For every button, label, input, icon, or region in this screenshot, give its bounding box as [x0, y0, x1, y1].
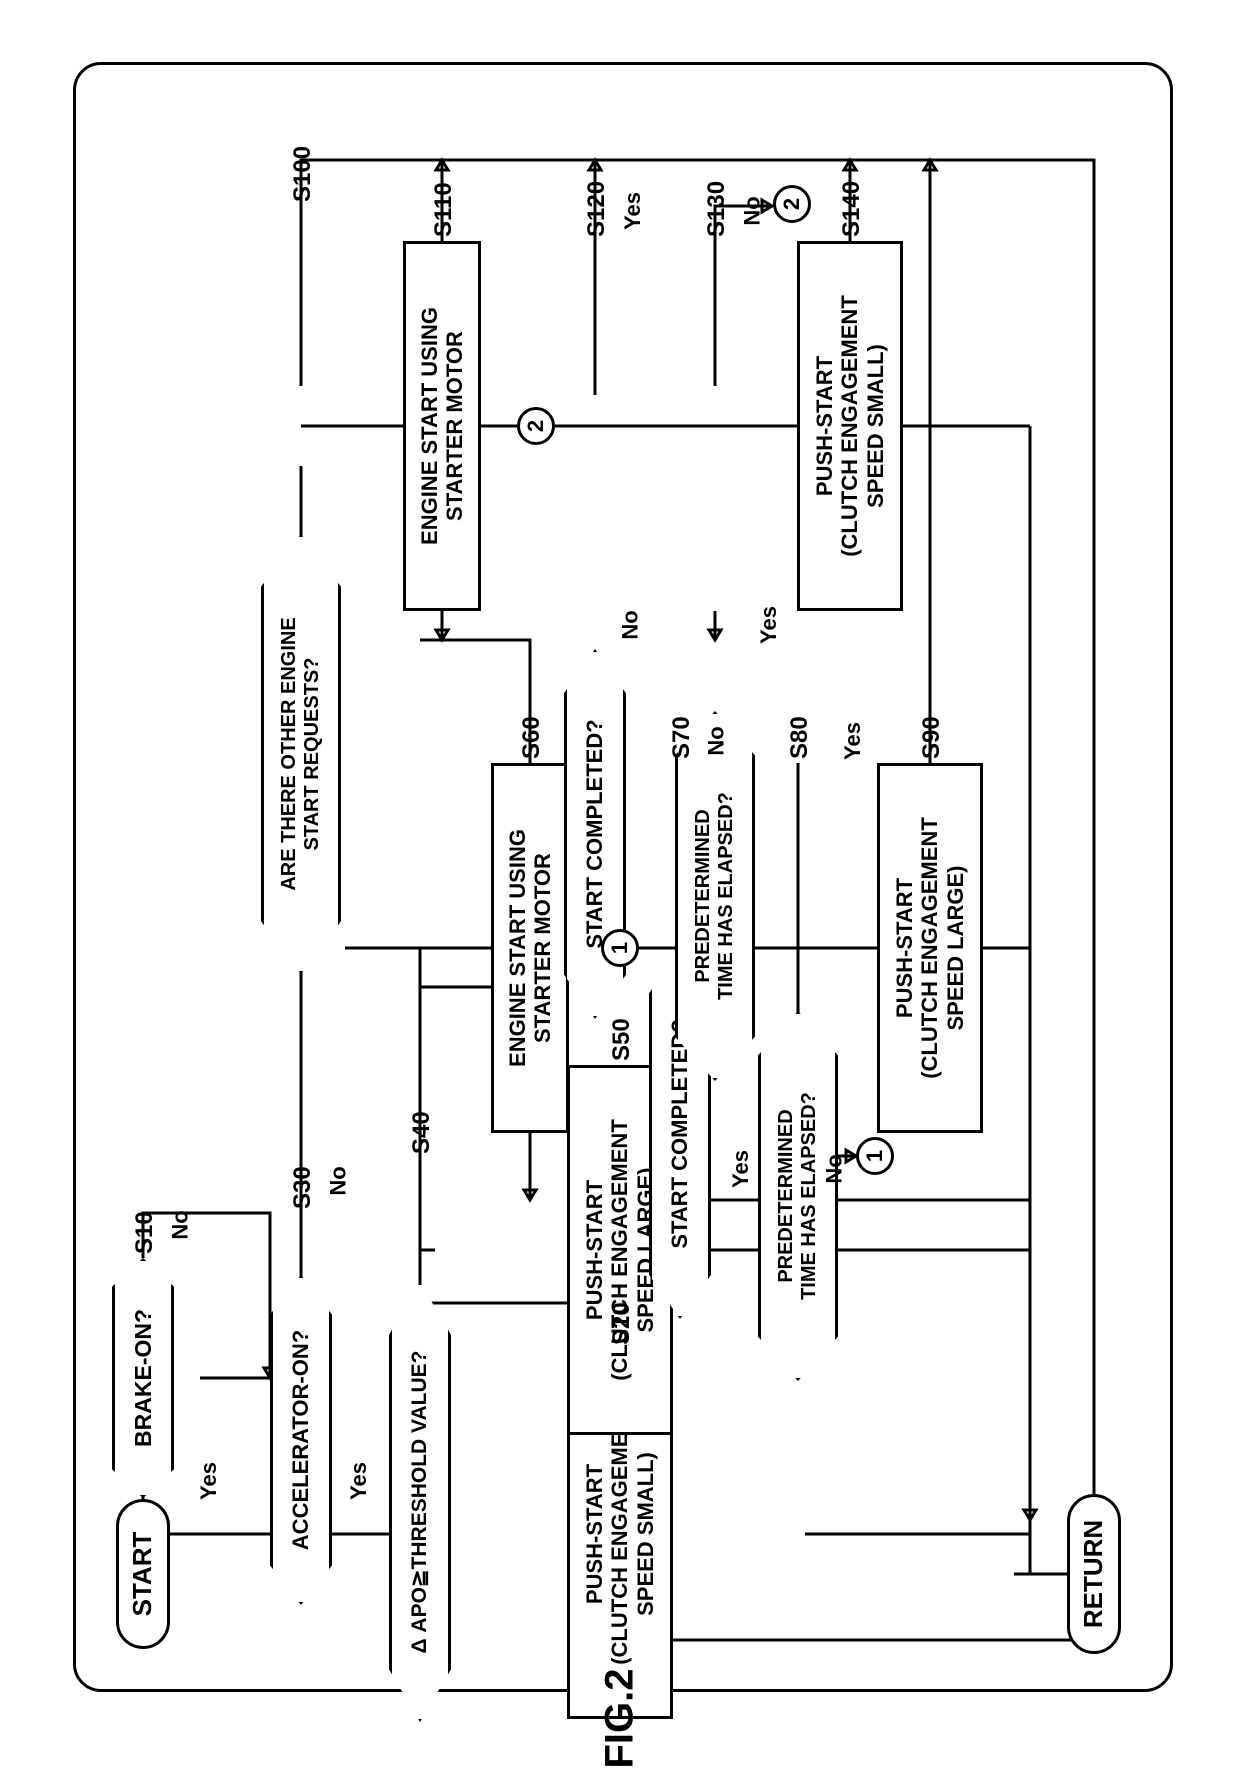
node-start: START [116, 1499, 170, 1649]
step-label-s30: S30 [289, 1166, 317, 1209]
branch-label-s70_no: No [704, 726, 730, 755]
step-label-s50: S50 [608, 1018, 636, 1061]
step-label-s120: S120 [583, 181, 611, 237]
step-label-s20: S20 [608, 1302, 636, 1345]
node-s100: ARE THERE OTHER ENGINESTART REQUESTS? [261, 534, 341, 974]
node-c1_in: 1 [601, 929, 639, 967]
step-label-s100: S100 [289, 146, 317, 202]
node-s40: Δ APO≧THRESHOLD VALUE? [389, 1282, 451, 1722]
node-s140: PUSH-START(CLUTCH ENGAGEMENTSPEED SMALL) [797, 241, 903, 611]
step-label-s90: S90 [918, 716, 946, 759]
branch-label-s70_yes: Yes [728, 1150, 754, 1188]
step-label-s60: S60 [518, 716, 546, 759]
step-label-s130: S130 [703, 181, 731, 237]
step-label-s80: S80 [786, 716, 814, 759]
branch-label-s120_yes: Yes [620, 192, 646, 230]
branch-label-s10_yes: Yes [196, 1462, 222, 1500]
node-c2_out: 2 [773, 185, 811, 223]
step-label-s10: S10 [131, 1211, 159, 1254]
branch-label-s10_no: No [168, 1210, 194, 1239]
node-s110: ENGINE START USINGSTARTER MOTOR [403, 241, 481, 611]
node-s10: BRAKE-ON? [112, 1258, 174, 1498]
step-label-s110: S110 [430, 182, 458, 237]
branch-label-s130_no: No [740, 196, 766, 225]
node-c2_in: 2 [517, 407, 555, 445]
node-s60: ENGINE START USINGSTARTER MOTOR [491, 763, 569, 1133]
branch-label-s30_yes: Yes [346, 1462, 372, 1500]
branch-label-s80_no: No [822, 1154, 848, 1183]
node-s30: ACCELERATOR-ON? [270, 1275, 332, 1605]
branch-label-s120_no: No [618, 610, 644, 639]
branch-label-s80_yes: Yes [840, 722, 866, 760]
step-label-s140: S140 [838, 181, 866, 237]
figure-label: FIG.2 [598, 1649, 643, 1789]
step-label-s40: S40 [408, 1111, 436, 1154]
branch-label-s30_no: No [326, 1166, 352, 1195]
node-s80: PREDETERMINEDTIME HAS ELAPSED? [758, 1011, 838, 1381]
node-c1_out: 1 [856, 1137, 894, 1175]
step-label-s70: S70 [668, 716, 696, 759]
node-s130: PREDETERMINEDTIME HAS ELAPSED? [675, 711, 755, 1081]
flowchart-canvas: START RETURN BRAKE-ON? PUSH-START(CLUTCH EN… [0, 0, 1240, 1741]
branch-label-s130_yes: Yes [756, 606, 782, 644]
node-return: RETURN [1067, 1494, 1121, 1654]
node-s90: PUSH-START(CLUTCH ENGAGEMENTSPEED LARGE) [877, 763, 983, 1133]
